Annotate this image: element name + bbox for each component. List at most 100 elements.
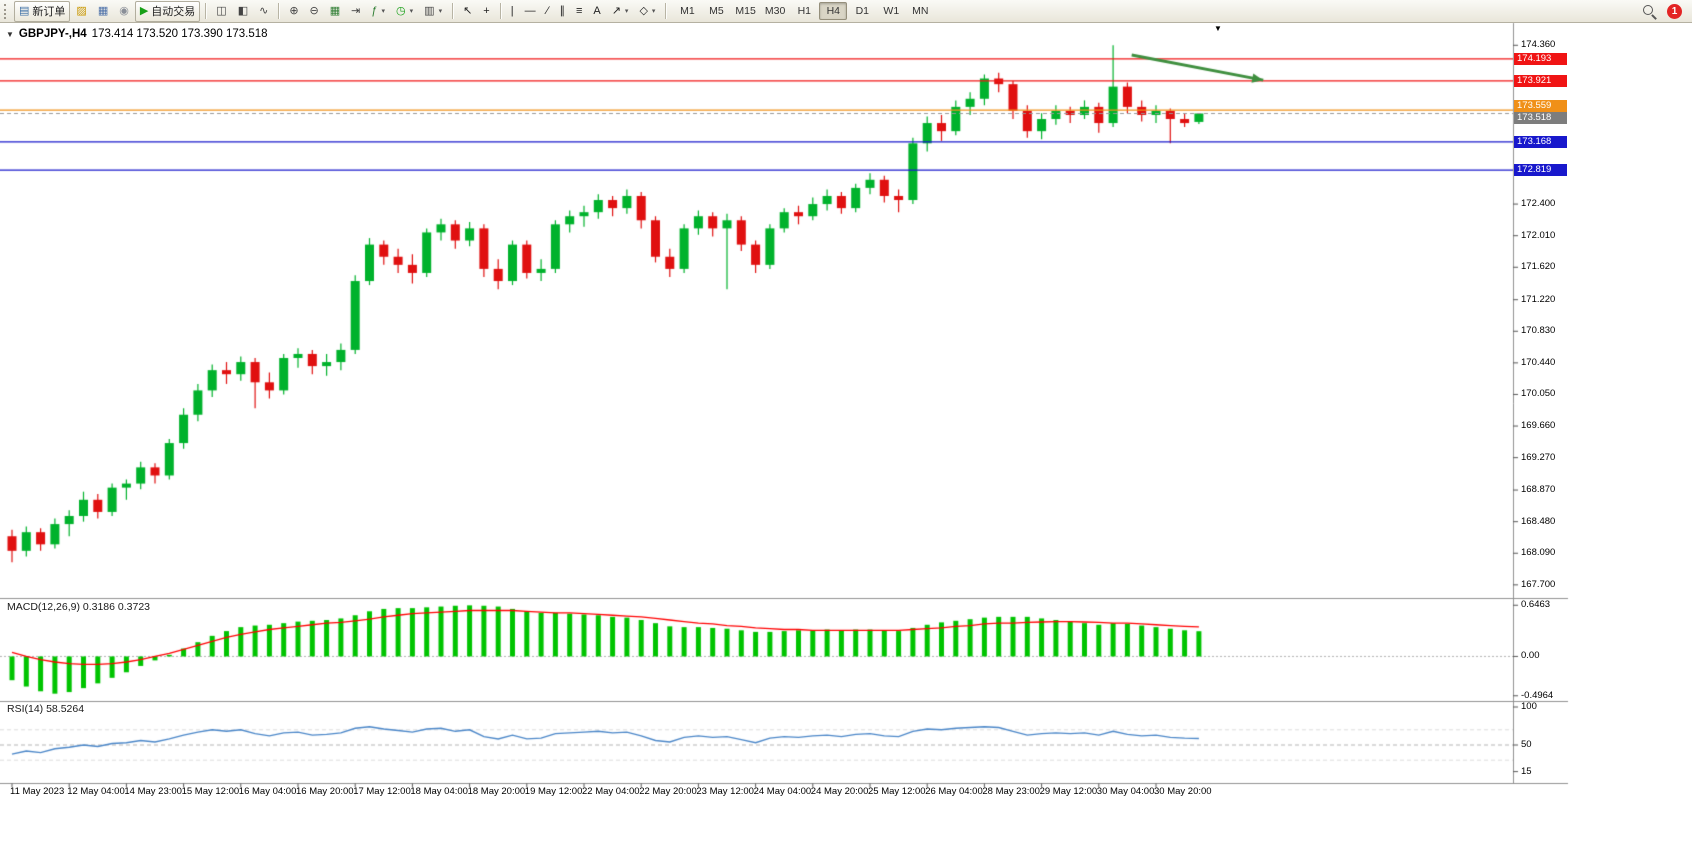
tile-windows-button[interactable]: ▦ [325, 1, 345, 22]
line-chart-button[interactable]: ∿ [254, 1, 273, 22]
price-line-tag[interactable]: 173.168 [1514, 135, 1567, 148]
crosshair-button[interactable]: + [478, 1, 494, 22]
horizontal-line-icon: — [524, 4, 536, 17]
auto-trading-button[interactable]: ▶ 自动交易 [134, 0, 201, 22]
timeframe-m1[interactable]: M1 [680, 5, 695, 17]
time-axis-label: 30 May 20:00 [1154, 786, 1212, 797]
auto-scroll-button[interactable]: ⇥ [346, 1, 365, 22]
notifications-badge[interactable]: 1 [1667, 3, 1682, 19]
trendline-icon: ∕ [546, 4, 549, 17]
indicators-icon: ƒ [371, 4, 378, 17]
toolbar-separator [278, 3, 280, 19]
candlestick-icon: ◧ [237, 4, 249, 17]
time-axis-label: 16 May 04:00 [238, 786, 297, 797]
play-icon: ▶ [139, 4, 149, 17]
periods-button[interactable]: ◷ ▾ [391, 1, 418, 22]
dropdown-caret-icon: ▾ [438, 8, 443, 15]
price-axis-label: 167.700 [1521, 578, 1556, 590]
rsi-axis-label: 15 [1521, 765, 1532, 777]
shapes-button[interactable]: ◇ ▾ [634, 1, 660, 22]
toolbar-separator [205, 3, 207, 19]
zoom-out-button[interactable]: ⊖ [305, 1, 324, 22]
search-button[interactable] [1642, 4, 1657, 20]
price-line-tag[interactable]: 172.819 [1514, 164, 1567, 177]
timeframe-m15[interactable]: M15 [735, 5, 756, 17]
time-axis-label: 18 May 04:00 [410, 786, 468, 797]
chart-shift-marker-icon[interactable]: ▼ [1214, 24, 1222, 33]
fibonacci-button[interactable]: ≡ [571, 1, 587, 22]
time-axis-label: 18 May 20:00 [467, 786, 526, 797]
toolbar-separator [452, 3, 454, 19]
price-axis-label: 172.400 [1521, 198, 1556, 210]
cursor-button[interactable]: ↖ [458, 1, 477, 22]
timeframe-d1[interactable]: D1 [855, 5, 870, 17]
toolbar-grip[interactable] [4, 3, 9, 19]
auto-trading-button-label: 自动交易 [151, 6, 196, 18]
price-axis[interactable]: 174.360 172.400 172.010 171.620 171.220 170.8… [1514, 0, 1692, 864]
rsi-axis-label: 50 [1521, 739, 1532, 750]
channel-button[interactable]: ∥ [554, 1, 570, 22]
vertical-line-button[interactable]: | [506, 1, 519, 22]
price-axis-label: 169.660 [1521, 420, 1556, 432]
rsi-indicator-label: RSI(14) 58.5264 [7, 703, 85, 715]
community-icon: ◉ [119, 4, 129, 17]
arrow-tools-icon: ↗ [611, 4, 621, 17]
timeframe-group: M1 M5 M15 M30 H1 H4 D1 W1 MN [673, 2, 934, 20]
new-order-button[interactable]: ▤ 新订单 [14, 0, 71, 22]
timeframe-w1[interactable]: W1 [883, 5, 900, 17]
collapse-icon[interactable]: ▼ [6, 30, 14, 39]
chart-title: ▼ GBPJPY-,H4 173.414 173.520 173.390 173… [6, 28, 268, 40]
profiles-button[interactable]: ▦ [93, 1, 113, 22]
horizontal-line-button[interactable]: — [520, 1, 541, 22]
price-axis-label: 170.830 [1521, 325, 1556, 337]
timeframe-m30[interactable]: M30 [764, 5, 786, 17]
price-axis-label: 170.050 [1521, 388, 1556, 400]
candlestick-chart-button[interactable]: ◧ [233, 1, 253, 22]
shapes-icon: ◇ [639, 4, 648, 17]
dropdown-caret-icon: ▾ [409, 8, 414, 15]
timeframe-h1[interactable]: H1 [797, 5, 812, 17]
toolbar-separator [665, 3, 667, 19]
new-order-icon: ▤ [19, 4, 30, 17]
price-line-tag[interactable]: 174.193 [1514, 52, 1567, 65]
text-button[interactable]: A [588, 1, 605, 22]
macd-axis-label: 0.00 [1521, 650, 1540, 662]
timeframe-h4[interactable]: H4 [819, 2, 848, 20]
time-axis-label: 22 May 20:00 [639, 786, 697, 797]
time-axis[interactable]: 11 May 2023 12 May 04:00 14 May 23:00 15 Ma… [0, 786, 1513, 800]
price-axis-label: 171.620 [1521, 261, 1556, 273]
zoom-in-button[interactable]: ⊕ [284, 1, 303, 22]
price-axis-label: 172.010 [1521, 229, 1556, 241]
line-chart-icon: ∿ [259, 4, 269, 17]
time-axis-label: 17 May 12:00 [353, 786, 411, 797]
price-axis-label: 168.870 [1521, 484, 1556, 496]
dropdown-caret-icon: ▾ [624, 8, 629, 15]
metaeditor-button[interactable]: ▨ [71, 1, 91, 22]
community-button[interactable]: ◉ [114, 1, 134, 22]
search-icon [1643, 4, 1653, 15]
channel-icon: ∥ [559, 4, 565, 17]
template-icon: ▥ [424, 4, 435, 17]
templates-button[interactable]: ▥ ▾ [419, 1, 447, 22]
dropdown-caret-icon: ▾ [381, 8, 386, 15]
timeframe-m5[interactable]: M5 [709, 5, 724, 17]
time-axis-label: 24 May 20:00 [810, 786, 869, 797]
price-line-tag[interactable]: 173.921 [1514, 74, 1567, 87]
time-axis-label: 24 May 04:00 [753, 786, 812, 797]
time-axis-label: 15 May 12:00 [181, 786, 240, 797]
time-axis-label: 19 May 12:00 [524, 786, 583, 797]
time-axis-label: 12 May 04:00 [67, 786, 125, 797]
trendline-button[interactable]: ∕ [542, 1, 554, 22]
arrows-button[interactable]: ↗ ▾ [607, 1, 634, 22]
indicators-button[interactable]: ƒ ▾ [366, 1, 390, 22]
profiles-icon: ▦ [97, 4, 109, 17]
time-axis-label: 25 May 12:00 [868, 786, 926, 797]
macd-indicator-label: MACD(12,26,9) 0.3186 0.3723 [7, 601, 151, 613]
timeframe-mn[interactable]: MN [912, 5, 929, 17]
price-line-tag[interactable]: 173.559 [1514, 99, 1567, 112]
bar-chart-button[interactable]: ◫ [211, 1, 231, 22]
auto-scroll-icon: ⇥ [351, 4, 361, 17]
crosshair-icon: + [483, 4, 490, 17]
price-line-tag[interactable]: 173.518 [1514, 111, 1567, 124]
